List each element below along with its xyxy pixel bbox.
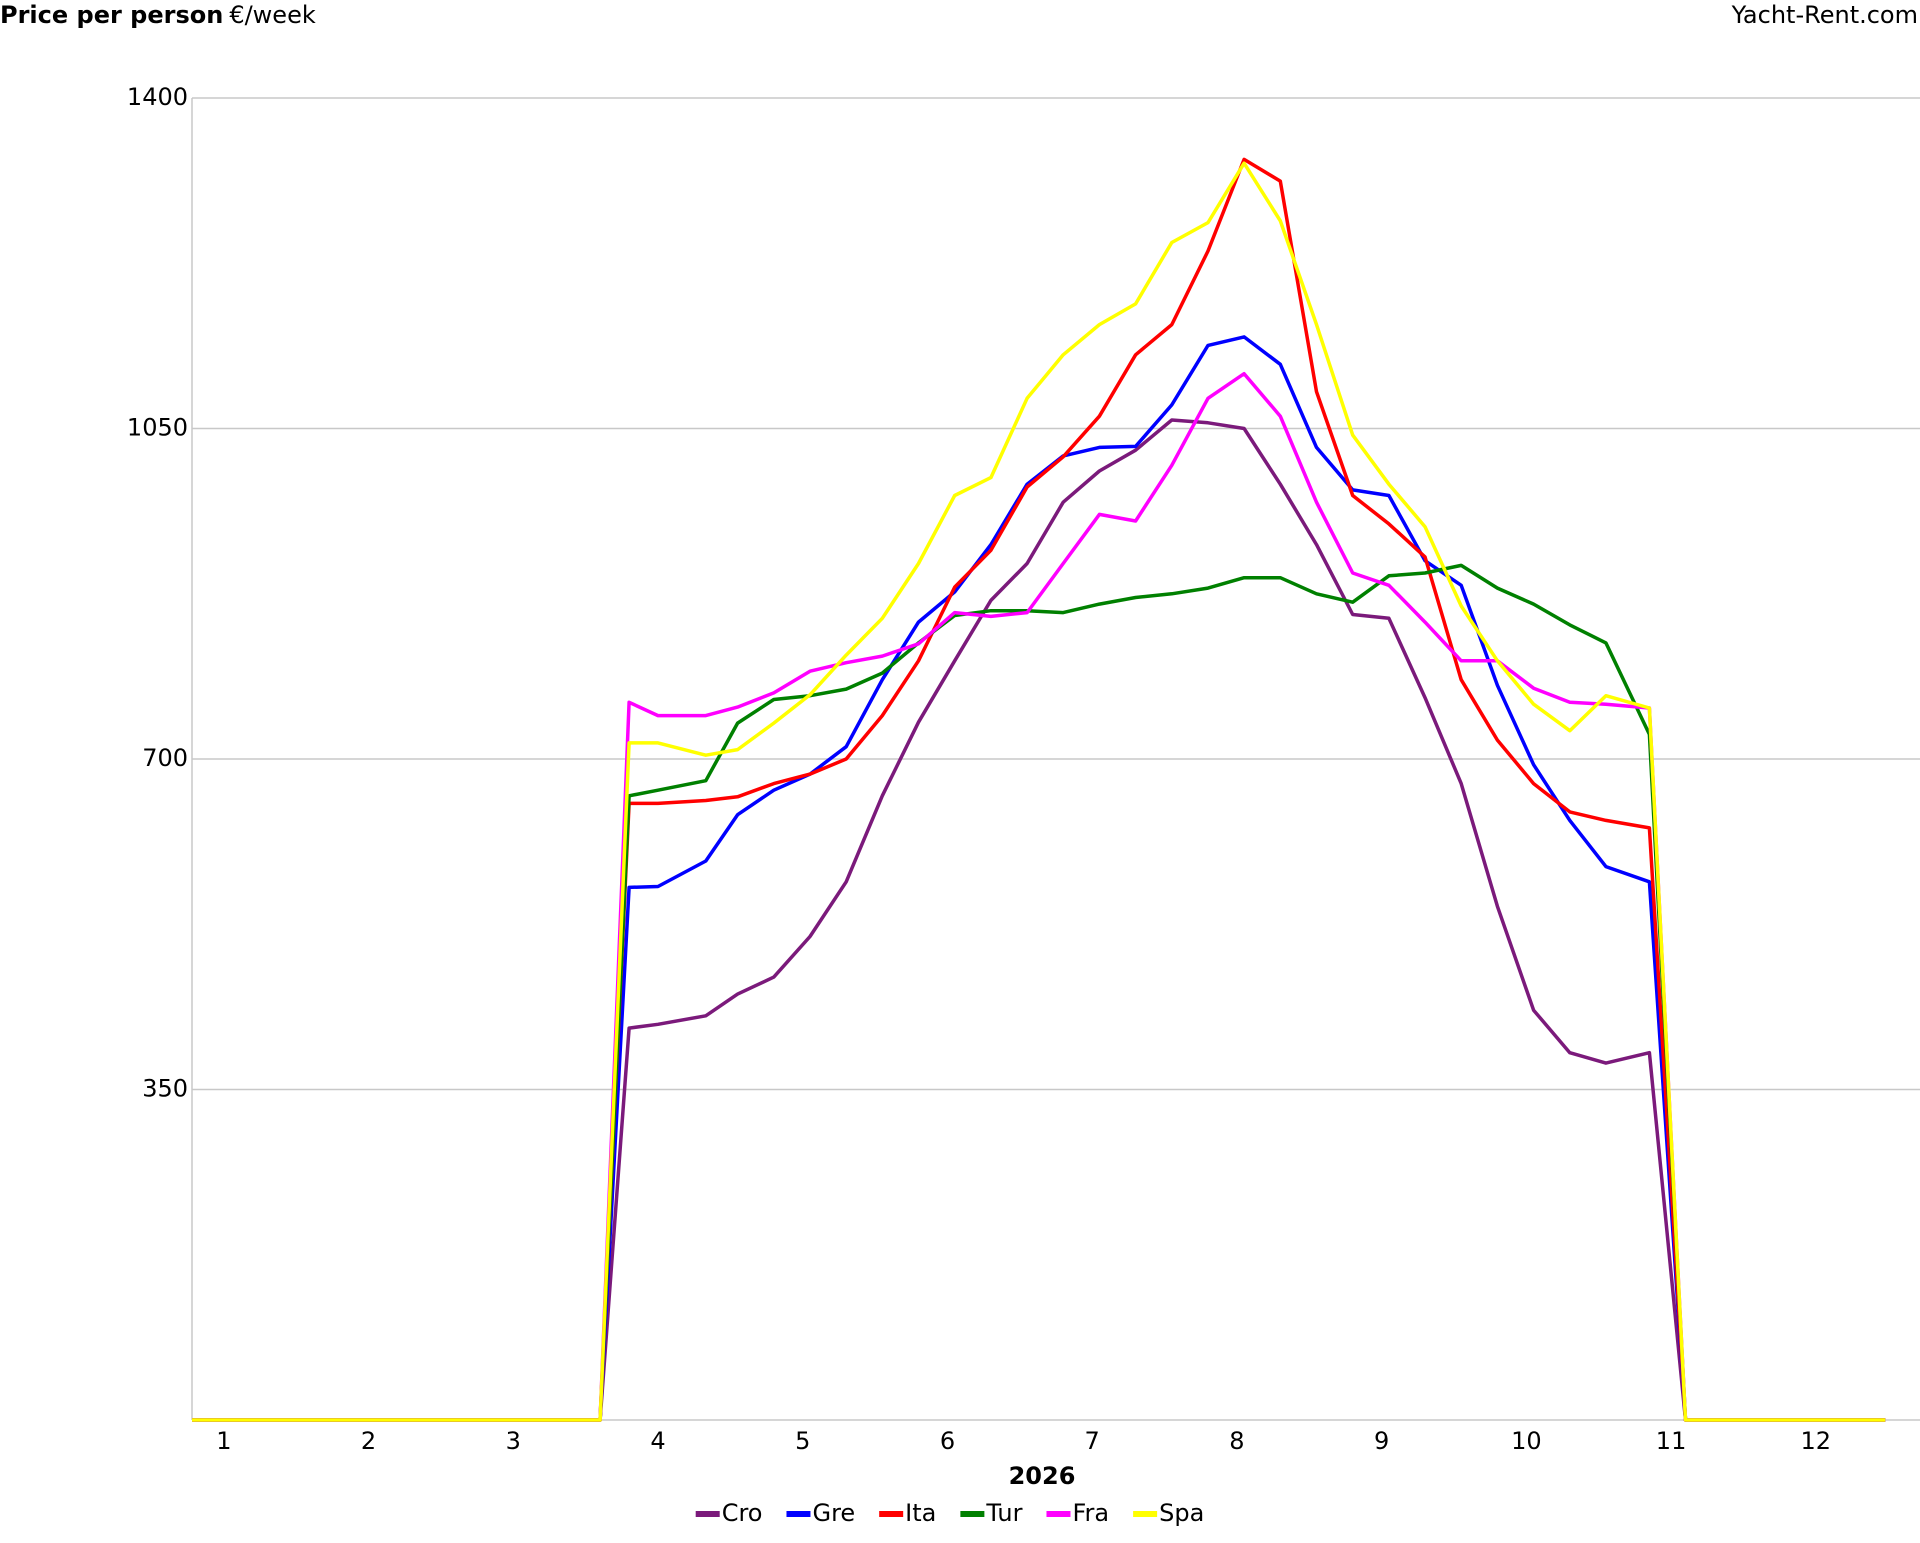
x-axis-title: 2026 <box>1009 1462 1076 1490</box>
x-tick-label: 9 <box>1374 1427 1389 1455</box>
legend-label: Cro <box>722 1499 763 1527</box>
series-line <box>192 157 1886 1422</box>
x-tick-label: 3 <box>506 1427 521 1455</box>
y-tick-label: 1400 <box>127 83 188 111</box>
x-tick-label: 11 <box>1656 1427 1687 1455</box>
title-unit: €/week <box>229 1 316 29</box>
legend-label: Ita <box>905 1499 936 1527</box>
legend-label: Spa <box>1159 1499 1204 1527</box>
x-tick-label: 10 <box>1511 1427 1542 1455</box>
series-line <box>192 371 1886 1422</box>
y-tick-label: 350 <box>142 1075 188 1103</box>
x-tick-label: 6 <box>940 1427 955 1455</box>
x-tick-label: 4 <box>650 1427 665 1455</box>
legend-label: Tur <box>985 1499 1022 1527</box>
series-line <box>192 161 1886 1422</box>
legend-label: Gre <box>812 1499 855 1527</box>
title-main: Price per person <box>0 1 223 29</box>
series-line <box>192 563 1886 1422</box>
chart-title: Price per person €/week <box>0 1 316 29</box>
source: Yacht-Rent.com <box>1731 1 1918 29</box>
x-tick-label: 5 <box>795 1427 810 1455</box>
legend-label: Fra <box>1072 1499 1109 1527</box>
y-tick-label: 1050 <box>127 414 188 442</box>
x-tick-label: 12 <box>1801 1427 1832 1455</box>
x-tick-label: 7 <box>1085 1427 1100 1455</box>
series-line <box>192 418 1886 1422</box>
series-line <box>192 335 1886 1422</box>
legend: Cro Gre Ita Tur Fra Spa <box>695 1499 1204 1527</box>
x-tick-label: 8 <box>1229 1427 1244 1455</box>
y-tick-label: 700 <box>142 744 188 772</box>
x-tick-label: 1 <box>216 1427 231 1455</box>
x-tick-label: 2 <box>361 1427 376 1455</box>
